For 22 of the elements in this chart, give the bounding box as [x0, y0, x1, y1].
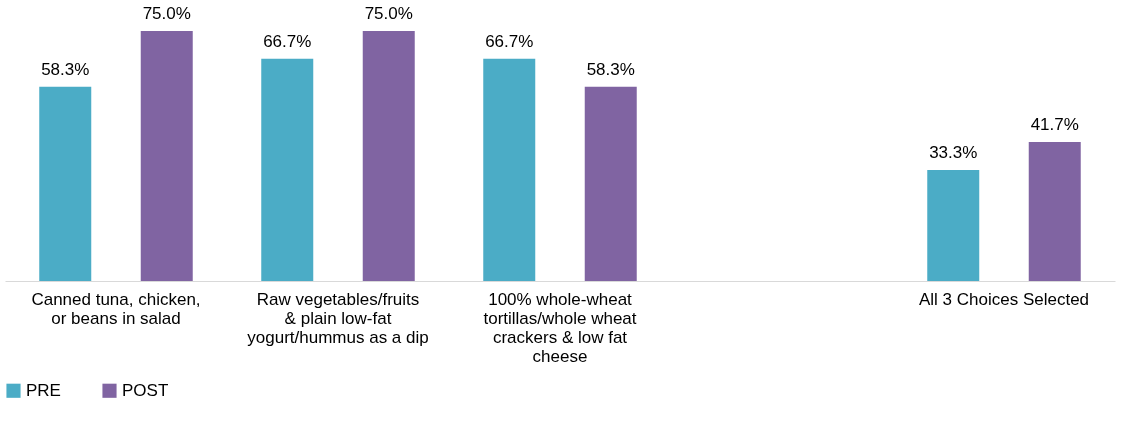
- data-label: 66.7%: [263, 31, 312, 51]
- legend-label: POST: [122, 380, 169, 400]
- bar: [483, 58, 536, 281]
- data-label: 75.0%: [142, 4, 191, 23]
- x-tick-label: All 3 Choices Selected: [918, 289, 1090, 309]
- bar: [927, 170, 980, 281]
- bar: [140, 31, 193, 281]
- bar: [584, 86, 637, 281]
- x-tick-label: Canned tuna, chicken, or beans in salad: [31, 289, 201, 328]
- data-label: 33.3%: [929, 143, 978, 162]
- bar: [261, 58, 314, 281]
- data-label: 66.7%: [485, 31, 534, 51]
- legend-label: PRE: [26, 380, 61, 400]
- x-tick-label: 100% whole-wheat tortillas/whole wheat crackers & low fat cheese: [483, 289, 637, 366]
- data-label: 75.0%: [364, 4, 413, 23]
- data-label: 58.3%: [586, 59, 635, 79]
- bar: [362, 31, 415, 281]
- bar: [39, 86, 92, 281]
- bar: [1028, 142, 1081, 281]
- x-tick-label: Raw vegetables/fruits & plain low-fat yogurt/hummus as a dip: [247, 289, 429, 347]
- data-label: 58.3%: [41, 59, 90, 79]
- data-label: 41.7%: [1030, 115, 1079, 134]
